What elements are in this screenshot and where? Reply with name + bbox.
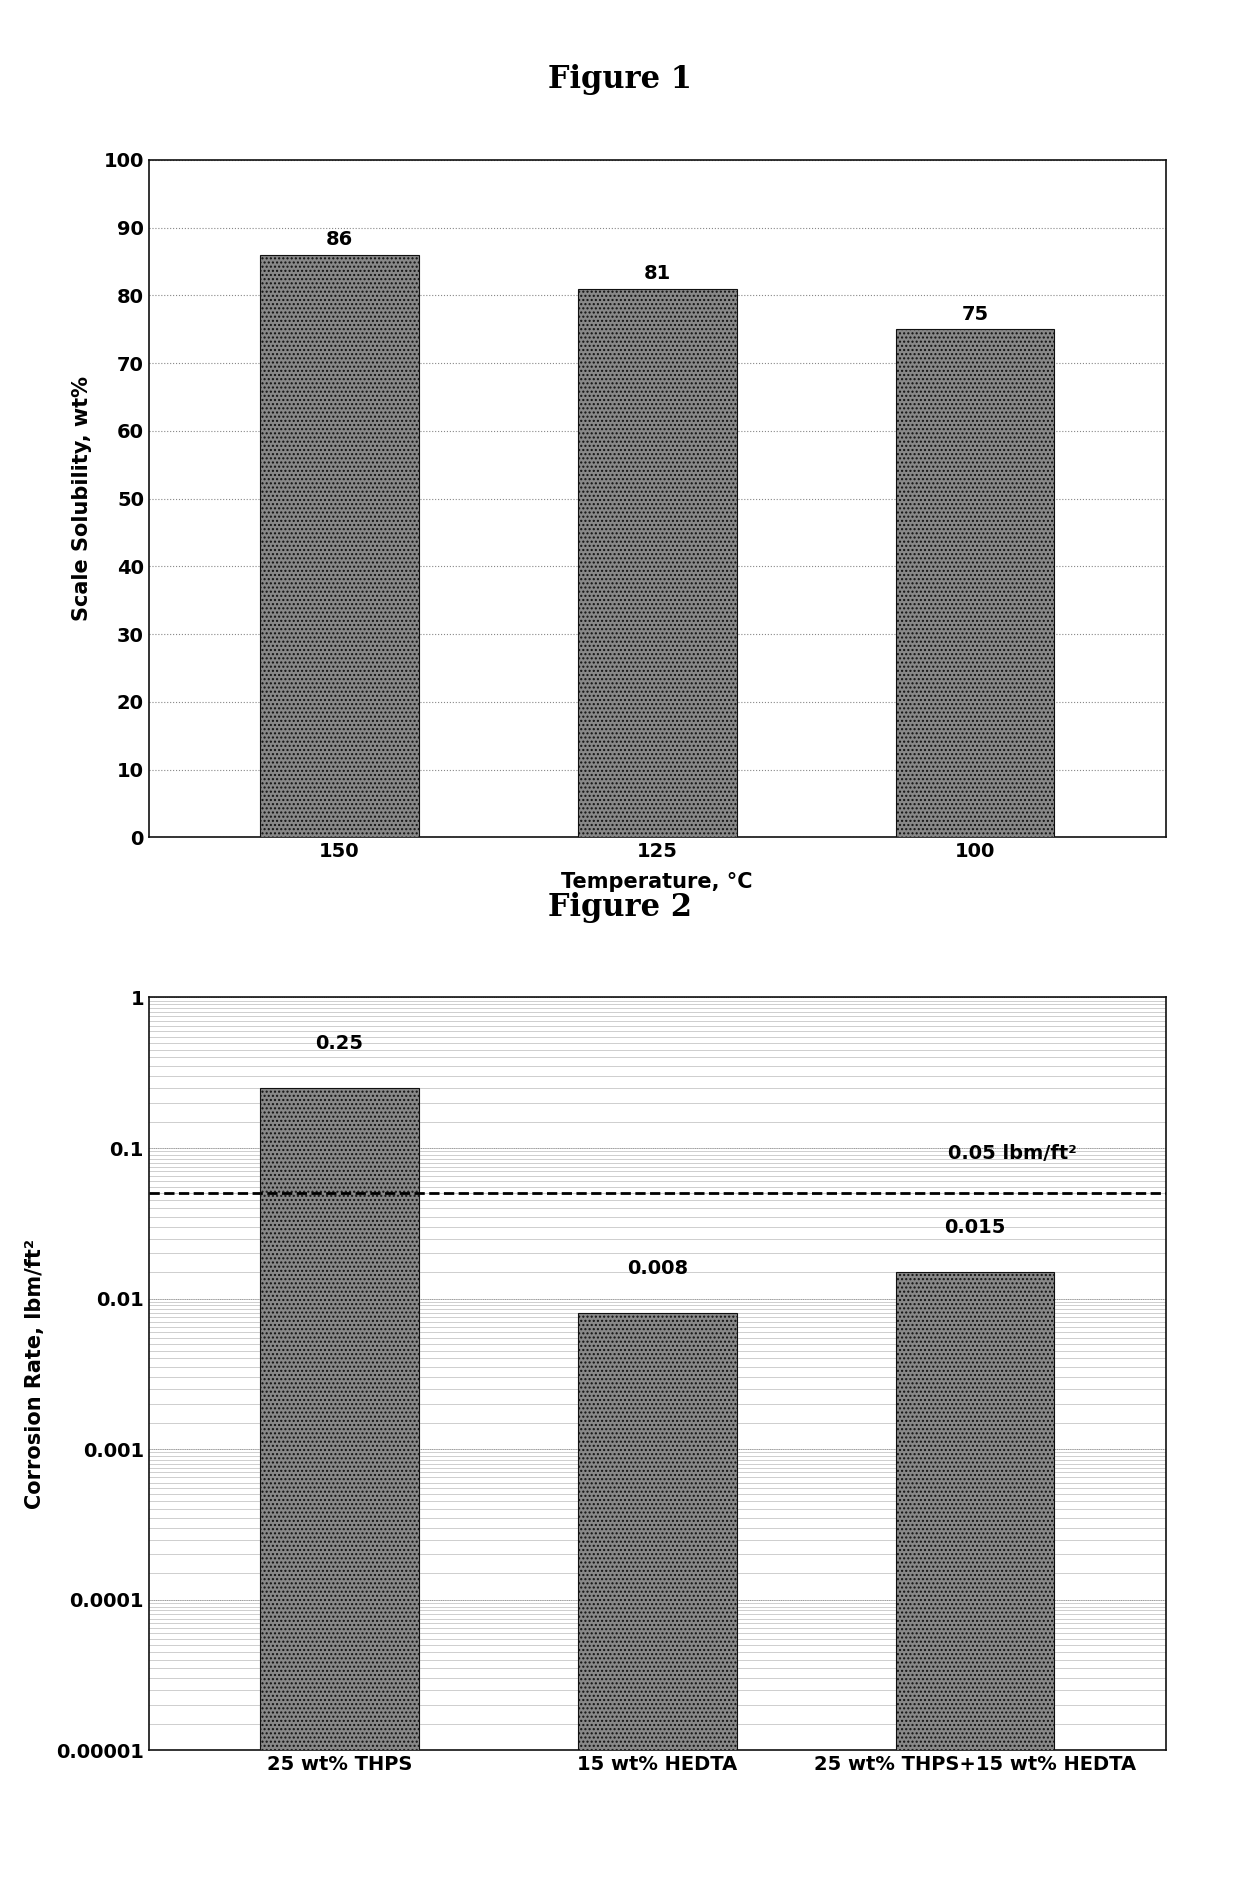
Text: 75: 75 bbox=[961, 305, 988, 324]
Text: 0.008: 0.008 bbox=[626, 1259, 688, 1278]
Text: 86: 86 bbox=[326, 230, 353, 250]
Text: 0.015: 0.015 bbox=[945, 1218, 1006, 1236]
Text: Figure 1: Figure 1 bbox=[548, 64, 692, 94]
Bar bbox=[578, 288, 737, 837]
Bar bbox=[260, 254, 419, 837]
X-axis label: Temperature, °C: Temperature, °C bbox=[562, 873, 753, 892]
Bar bbox=[895, 1272, 1054, 1882]
Bar bbox=[895, 329, 1054, 837]
Y-axis label: Scale Solubility, wt%: Scale Solubility, wt% bbox=[72, 376, 93, 621]
Text: 0.05 lbm/ft²: 0.05 lbm/ft² bbox=[947, 1144, 1076, 1163]
Y-axis label: Corrosion Rate, lbm/ft²: Corrosion Rate, lbm/ft² bbox=[25, 1238, 45, 1509]
Bar bbox=[260, 1088, 419, 1882]
Text: Figure 2: Figure 2 bbox=[548, 892, 692, 922]
Text: 81: 81 bbox=[644, 263, 671, 284]
Bar bbox=[578, 1314, 737, 1882]
Text: 0.25: 0.25 bbox=[315, 1035, 363, 1054]
